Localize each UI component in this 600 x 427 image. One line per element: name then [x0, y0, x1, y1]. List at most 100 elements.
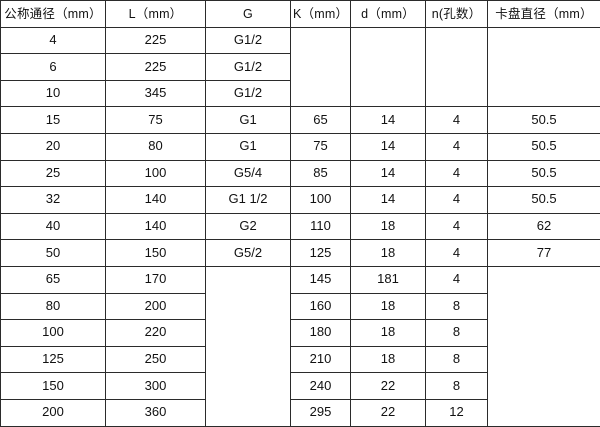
cell-d: 18 [351, 240, 426, 267]
cell-k: 180 [291, 320, 351, 347]
cell-d: 18 [351, 320, 426, 347]
column-header-k: K（mm） [291, 1, 351, 28]
cell-chuck-diameter-empty [488, 266, 600, 426]
cell-length: 300 [106, 373, 206, 400]
cell-thread: G1/2 [206, 80, 291, 107]
cell-nominal-diameter: 200 [1, 399, 106, 426]
column-header-hole-count: n(孔数） [426, 1, 488, 28]
table-row: 65 170 145 181 4 [1, 266, 600, 293]
cell-hole-count: 4 [426, 240, 488, 267]
cell-length: 75 [106, 107, 206, 134]
cell-hole-count: 4 [426, 213, 488, 240]
cell-hole-count: 8 [426, 346, 488, 373]
cell-d: 14 [351, 107, 426, 134]
cell-nominal-diameter: 15 [1, 107, 106, 134]
cell-k: 75 [291, 133, 351, 160]
cell-length: 140 [106, 213, 206, 240]
column-header-nominal-diameter: 公称通径（mm） [1, 1, 106, 28]
cell-hole-count: 8 [426, 320, 488, 347]
cell-d: 181 [351, 266, 426, 293]
cell-d: 22 [351, 399, 426, 426]
cell-thread: G1 1/2 [206, 187, 291, 214]
table-row: 4 225 G1/2 [1, 27, 600, 54]
cell-nominal-diameter: 65 [1, 266, 106, 293]
table-row: 15 75 G1 65 14 4 50.5 [1, 107, 600, 134]
cell-thread: G5/2 [206, 240, 291, 267]
cell-d: 22 [351, 373, 426, 400]
cell-k: 295 [291, 399, 351, 426]
cell-chuck-diameter: 50.5 [488, 107, 600, 134]
cell-length: 225 [106, 27, 206, 54]
cell-chuck-diameter: 50.5 [488, 160, 600, 187]
cell-k: 110 [291, 213, 351, 240]
cell-length: 250 [106, 346, 206, 373]
cell-hole-count: 4 [426, 266, 488, 293]
cell-k: 125 [291, 240, 351, 267]
cell-length: 220 [106, 320, 206, 347]
table-row: 40 140 G2 110 18 4 62 [1, 213, 600, 240]
cell-d: 14 [351, 160, 426, 187]
cell-length: 150 [106, 240, 206, 267]
cell-k: 145 [291, 266, 351, 293]
cell-hole-count: 12 [426, 399, 488, 426]
cell-hole-count: 4 [426, 187, 488, 214]
cell-nominal-diameter: 32 [1, 187, 106, 214]
cell-k: 160 [291, 293, 351, 320]
cell-thread: G1 [206, 133, 291, 160]
cell-k: 240 [291, 373, 351, 400]
cell-nominal-diameter: 20 [1, 133, 106, 160]
cell-length: 80 [106, 133, 206, 160]
cell-k-empty [291, 27, 351, 107]
table-row: 25 100 G5/4 85 14 4 50.5 [1, 160, 600, 187]
cell-nominal-diameter: 25 [1, 160, 106, 187]
cell-length: 170 [106, 266, 206, 293]
cell-k: 100 [291, 187, 351, 214]
cell-hole-count: 4 [426, 107, 488, 134]
cell-nominal-diameter: 10 [1, 80, 106, 107]
table-row: 20 80 G1 75 14 4 50.5 [1, 133, 600, 160]
cell-length: 200 [106, 293, 206, 320]
cell-length: 140 [106, 187, 206, 214]
table-row: 50 150 G5/2 125 18 4 77 [1, 240, 600, 267]
cell-chuck-diameter: 77 [488, 240, 600, 267]
cell-thread-empty [206, 266, 291, 426]
table-row: 32 140 G1 1/2 100 14 4 50.5 [1, 187, 600, 214]
cell-k: 65 [291, 107, 351, 134]
cell-chuck-diameter-empty [488, 27, 600, 107]
cell-length: 225 [106, 54, 206, 81]
cell-d: 18 [351, 293, 426, 320]
cell-thread: G5/4 [206, 160, 291, 187]
cell-nominal-diameter: 40 [1, 213, 106, 240]
column-header-chuck-diameter: 卡盘直径（mm） [488, 1, 600, 28]
cell-chuck-diameter: 62 [488, 213, 600, 240]
cell-hole-count: 4 [426, 133, 488, 160]
cell-nominal-diameter: 125 [1, 346, 106, 373]
column-header-thread: G [206, 1, 291, 28]
cell-length: 360 [106, 399, 206, 426]
cell-length: 345 [106, 80, 206, 107]
column-header-length: L（mm） [106, 1, 206, 28]
cell-nominal-diameter: 80 [1, 293, 106, 320]
cell-chuck-diameter: 50.5 [488, 187, 600, 214]
cell-d: 14 [351, 187, 426, 214]
cell-hole-count: 4 [426, 160, 488, 187]
cell-thread: G2 [206, 213, 291, 240]
cell-hole-count: 8 [426, 373, 488, 400]
cell-thread: G1/2 [206, 27, 291, 54]
cell-nominal-diameter: 150 [1, 373, 106, 400]
cell-k: 85 [291, 160, 351, 187]
cell-thread: G1 [206, 107, 291, 134]
cell-thread: G1/2 [206, 54, 291, 81]
cell-d-empty [351, 27, 426, 107]
table-header-row: 公称通径（mm） L（mm） G K（mm） d（mm） n(孔数） 卡盘直径（… [1, 1, 600, 28]
cell-k: 210 [291, 346, 351, 373]
cell-nominal-diameter: 100 [1, 320, 106, 347]
cell-hole-count: 8 [426, 293, 488, 320]
cell-hole-count-empty [426, 27, 488, 107]
cell-nominal-diameter: 50 [1, 240, 106, 267]
cell-d: 14 [351, 133, 426, 160]
cell-d: 18 [351, 213, 426, 240]
cell-nominal-diameter: 4 [1, 27, 106, 54]
cell-nominal-diameter: 6 [1, 54, 106, 81]
